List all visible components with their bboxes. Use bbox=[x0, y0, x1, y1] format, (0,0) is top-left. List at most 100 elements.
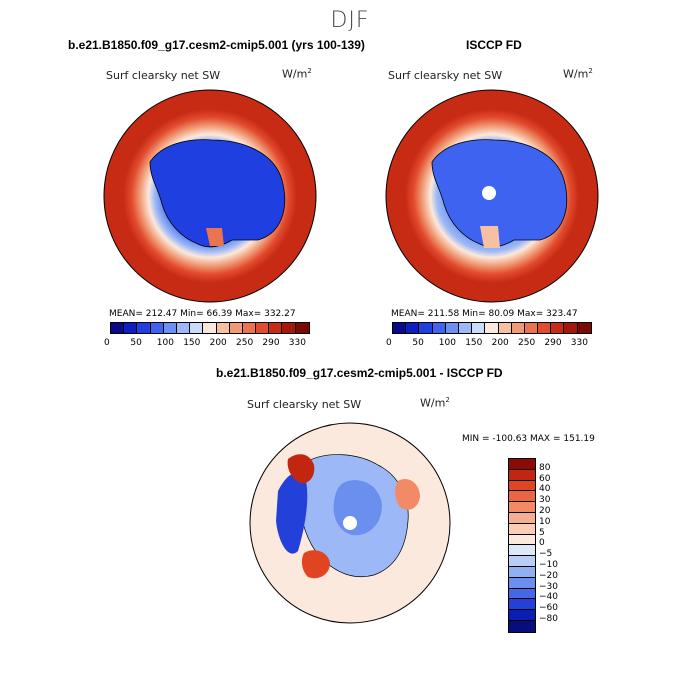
colorbar-swatch bbox=[538, 323, 552, 333]
colorbar-tick-label: 330 bbox=[570, 338, 588, 348]
left-stats: MEAN= 212.47 Min= 66.39 Max= 332.27 bbox=[109, 309, 296, 319]
colorbar-swatch bbox=[124, 323, 138, 333]
right-panel-title: ISCCP FD bbox=[466, 38, 522, 52]
colorbar-swatch bbox=[282, 323, 296, 333]
colorbar-swatch bbox=[203, 323, 217, 333]
colorbar-swatch bbox=[269, 323, 283, 333]
colorbar-swatch bbox=[216, 323, 230, 333]
colorbar-tick-label: 50 bbox=[130, 338, 142, 348]
colorbar-tick-label: 0 bbox=[104, 338, 110, 348]
diff-positive-region-east bbox=[395, 478, 420, 510]
left-panel-title: b.e21.B1850.f09_g17.cesm2-cmip5.001 (yrs… bbox=[68, 38, 365, 52]
colorbar-tick-label: 330 bbox=[288, 338, 306, 348]
colorbar-tick-label: 0 bbox=[539, 538, 545, 549]
diff-panel-title: b.e21.B1850.f09_g17.cesm2-cmip5.001 - IS… bbox=[216, 366, 503, 380]
diff-polar-map bbox=[249, 422, 451, 624]
colorbar-tick-label: 100 bbox=[438, 338, 456, 348]
left-peninsula-anomaly bbox=[206, 228, 224, 246]
right-units-label: W/m2 bbox=[563, 67, 593, 81]
colorbar-swatch bbox=[163, 323, 177, 333]
colorbar-swatch bbox=[458, 323, 473, 333]
colorbar-swatch bbox=[509, 534, 535, 546]
colorbar-swatch bbox=[509, 610, 535, 621]
right-variable-label: Surf clearsky net SW bbox=[388, 69, 503, 82]
diff-positive-region-northwest bbox=[287, 454, 315, 484]
colorbar-tick-label: 80 bbox=[539, 462, 551, 473]
right-colorbar bbox=[392, 322, 592, 334]
colorbar-swatch bbox=[137, 323, 151, 333]
colorbar-tick-label: 200 bbox=[209, 338, 227, 348]
diff-polar-gap bbox=[343, 516, 357, 530]
colorbar-tick-label: 250 bbox=[236, 338, 254, 348]
colorbar-swatch bbox=[509, 599, 535, 611]
colorbar-swatch bbox=[509, 491, 535, 503]
colorbar-swatch bbox=[498, 323, 512, 333]
colorbar-tick-label: 50 bbox=[412, 338, 424, 348]
colorbar-tick-label: 60 bbox=[539, 473, 551, 484]
colorbar-tick-label: 290 bbox=[544, 338, 562, 348]
colorbar-tick-label: 5 bbox=[539, 527, 545, 538]
left-colorbar bbox=[110, 322, 310, 334]
colorbar-swatch bbox=[295, 323, 309, 333]
colorbar-swatch bbox=[509, 545, 535, 557]
colorbar-tick-label: 20 bbox=[539, 506, 551, 516]
right-polar-gap bbox=[482, 186, 496, 200]
diff-variable-label: Surf clearsky net SW bbox=[247, 398, 362, 411]
colorbar-swatch bbox=[445, 323, 459, 333]
colorbar-swatch bbox=[509, 480, 535, 492]
colorbar-swatch bbox=[577, 323, 591, 333]
colorbar-swatch bbox=[509, 556, 535, 567]
colorbar-swatch bbox=[176, 323, 191, 333]
colorbar-tick-label: 40 bbox=[539, 484, 551, 495]
colorbar-swatch bbox=[524, 323, 539, 333]
diff-positive-region-peninsula bbox=[301, 550, 330, 579]
colorbar-tick-label: −80 bbox=[539, 614, 558, 624]
colorbar-swatch bbox=[509, 502, 535, 513]
colorbar-swatch bbox=[190, 323, 204, 333]
colorbar-swatch bbox=[509, 588, 535, 600]
colorbar-tick-label: 250 bbox=[518, 338, 536, 348]
colorbar-swatch bbox=[419, 323, 433, 333]
colorbar-tick-label: 100 bbox=[156, 338, 174, 348]
right-stats: MEAN= 211.58 Min= 80.09 Max= 323.47 bbox=[391, 309, 578, 319]
diff-minmax: MIN = -100.63 MAX = 151.19 bbox=[462, 434, 595, 444]
colorbar-tick-label: 150 bbox=[465, 338, 483, 348]
right-peninsula-anomaly bbox=[480, 226, 500, 248]
season-title: DJF bbox=[330, 8, 370, 33]
colorbar-swatch bbox=[150, 323, 164, 333]
diff-units-label: W/m2 bbox=[420, 396, 450, 410]
colorbar-swatch bbox=[111, 323, 125, 333]
colorbar-tick-label: −30 bbox=[539, 581, 558, 592]
left-antarctica bbox=[149, 139, 286, 248]
diff-negative-region-west bbox=[276, 472, 308, 554]
colorbar-swatch bbox=[485, 323, 499, 333]
left-units-label: W/m2 bbox=[282, 67, 312, 81]
colorbar-swatch bbox=[509, 577, 535, 589]
colorbar-swatch bbox=[511, 323, 525, 333]
colorbar-tick-label: 150 bbox=[183, 338, 201, 348]
colorbar-swatch bbox=[509, 620, 535, 632]
colorbar-swatch bbox=[432, 323, 446, 333]
colorbar-swatch bbox=[509, 459, 535, 470]
colorbar-swatch bbox=[509, 469, 535, 481]
colorbar-tick-label: 10 bbox=[539, 516, 551, 527]
colorbar-swatch bbox=[242, 323, 257, 333]
colorbar-swatch bbox=[393, 323, 407, 333]
colorbar-tick-label: 290 bbox=[262, 338, 280, 348]
colorbar-swatch bbox=[509, 523, 535, 535]
colorbar-tick-label: −20 bbox=[539, 570, 558, 581]
colorbar-swatch bbox=[472, 323, 486, 333]
colorbar-tick-label: −60 bbox=[539, 603, 558, 614]
colorbar-tick-label: −5 bbox=[539, 549, 553, 560]
colorbar-tick-label: 30 bbox=[539, 495, 551, 506]
right-polar-map bbox=[385, 89, 599, 303]
left-variable-label: Surf clearsky net SW bbox=[106, 69, 221, 82]
right-antarctica bbox=[431, 139, 568, 248]
colorbar-swatch bbox=[229, 323, 243, 333]
colorbar-swatch bbox=[406, 323, 420, 333]
colorbar-swatch bbox=[256, 323, 270, 333]
diff-colorbar bbox=[508, 458, 536, 633]
colorbar-swatch bbox=[509, 512, 535, 524]
colorbar-tick-label: 200 bbox=[491, 338, 509, 348]
colorbar-tick-label: −10 bbox=[539, 560, 558, 570]
